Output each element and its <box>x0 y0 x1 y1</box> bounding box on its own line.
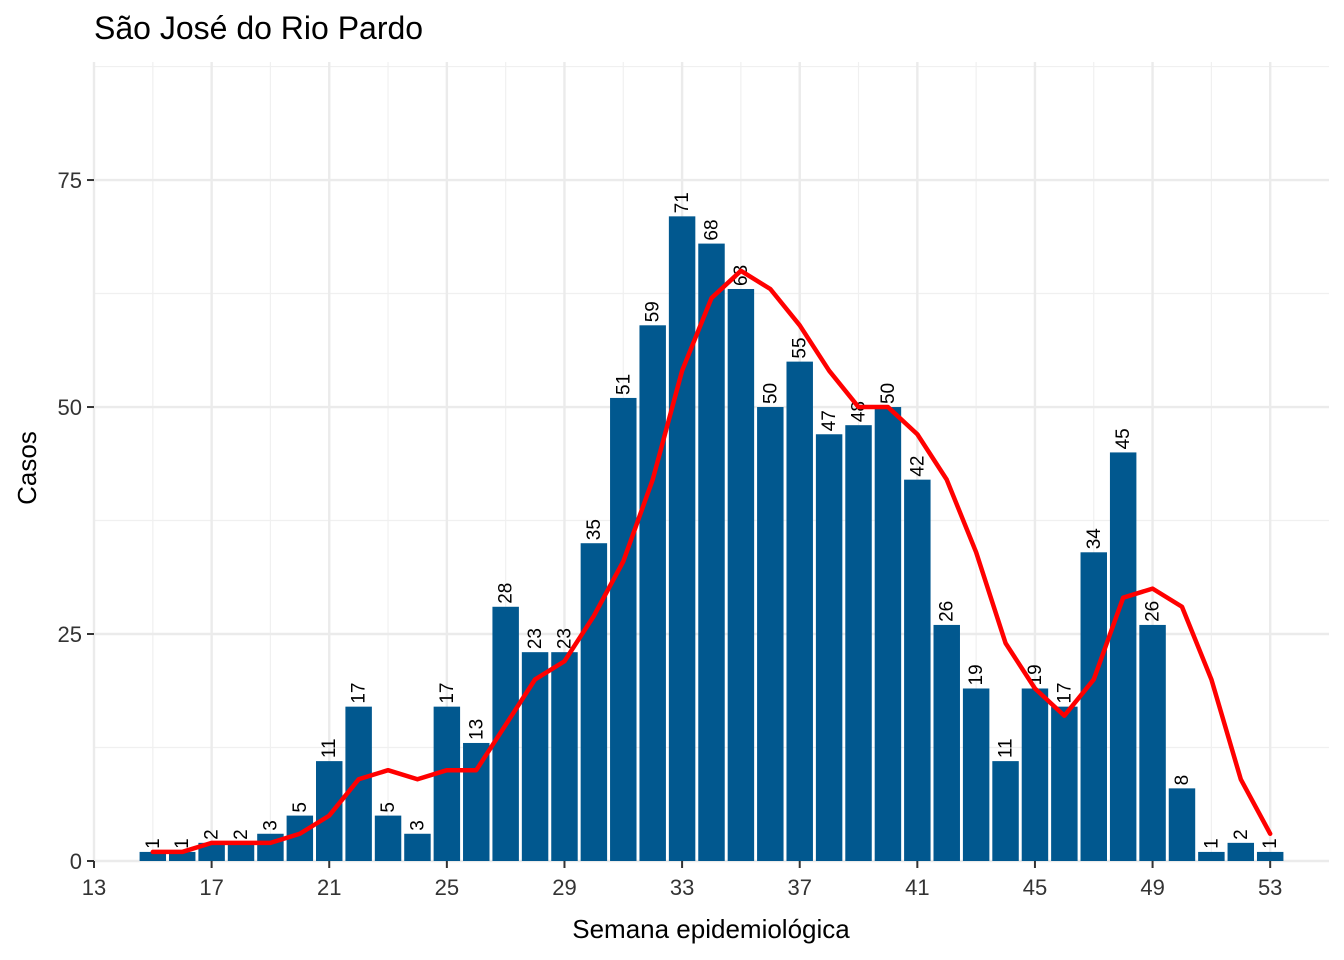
bar-value-label: 51 <box>613 374 634 395</box>
bar-value-label: 26 <box>937 601 958 622</box>
bar <box>962 688 990 861</box>
bar-value-label: 50 <box>760 383 781 404</box>
bar-value-label: 1 <box>1201 838 1222 849</box>
bar <box>845 425 872 861</box>
bar <box>698 243 725 861</box>
bar <box>786 361 813 861</box>
chart-title: São José do Rio Pardo <box>94 10 424 46</box>
trend-line <box>150 268 1273 855</box>
y-axis-title: Casos <box>12 431 42 505</box>
bar-value-label: 2 <box>1231 829 1252 840</box>
bar-value-label: 2 <box>202 829 223 840</box>
bar <box>198 842 225 861</box>
trend-line-group <box>150 268 1273 855</box>
bar <box>639 325 666 861</box>
bar-value-label: 11 <box>996 738 1017 758</box>
bar <box>757 407 784 861</box>
bar-value-label: 3 <box>260 820 281 831</box>
bar-value-label: 1 <box>172 838 193 849</box>
bar <box>1198 851 1225 861</box>
bar <box>933 624 960 861</box>
bar-value-label: 5 <box>290 802 311 813</box>
bar-value-label: 11 <box>319 738 340 758</box>
bar-value-label: 42 <box>907 456 928 477</box>
bar-value-label: 23 <box>525 628 546 649</box>
bar <box>992 761 1019 861</box>
bar-value-label: 34 <box>1084 528 1105 550</box>
bar-value-label: 26 <box>1143 601 1164 622</box>
bar <box>433 706 461 861</box>
bar-value-label: 17 <box>1054 683 1075 704</box>
bar-value-label: 3 <box>407 820 428 831</box>
bar <box>374 815 402 861</box>
bar-value-label: 47 <box>819 410 840 431</box>
bar-value-label: 1 <box>143 838 164 849</box>
x-tick-label: 41 <box>905 875 929 900</box>
x-tick-label: 21 <box>317 875 341 900</box>
bar-value-label: 5 <box>378 802 399 813</box>
y-tick-label: 75 <box>58 168 82 193</box>
bar <box>1256 851 1284 861</box>
y-tick-label: 0 <box>70 849 82 874</box>
bar-value-label: 17 <box>349 683 370 704</box>
bar <box>1168 788 1196 861</box>
x-tick-label: 45 <box>1023 875 1047 900</box>
bar-value-label: 50 <box>878 383 899 404</box>
bar-value-label: 28 <box>496 583 517 604</box>
bar <box>1051 706 1078 861</box>
bar <box>610 397 637 861</box>
bar-value-label: 68 <box>702 219 723 240</box>
bar <box>551 652 578 861</box>
x-axis-title: Semana epidemiológica <box>572 914 850 944</box>
bar-value-label: 1 <box>1260 838 1281 849</box>
bar <box>727 288 755 861</box>
bar <box>1021 688 1049 861</box>
bar <box>904 479 931 861</box>
bar <box>668 216 696 861</box>
x-tick-label: 25 <box>435 875 459 900</box>
x-tick-label: 49 <box>1140 875 1164 900</box>
bar-value-label: 13 <box>466 719 487 740</box>
x-tick-label: 37 <box>787 875 811 900</box>
bar <box>874 407 902 861</box>
x-tick-label: 33 <box>670 875 694 900</box>
bar-value-label: 23 <box>554 628 575 649</box>
bar <box>492 606 519 861</box>
bar-value-label: 63 <box>731 265 752 286</box>
bar-value-label: 59 <box>643 301 664 322</box>
bar-value-label: 19 <box>966 664 987 685</box>
y-tick-label: 50 <box>58 395 82 420</box>
bar <box>1109 452 1137 861</box>
bar <box>521 652 549 861</box>
bar <box>168 851 196 861</box>
bar-value-label: 35 <box>584 519 605 540</box>
bar <box>815 434 843 861</box>
y-tick-label: 25 <box>58 622 82 647</box>
bar <box>1227 842 1255 861</box>
bar <box>227 842 255 861</box>
bar-value-label: 45 <box>1113 428 1134 449</box>
bar <box>139 851 167 861</box>
bar <box>1080 552 1107 861</box>
bar <box>316 761 343 861</box>
bar-value-label: 71 <box>672 192 693 213</box>
x-tick-label: 29 <box>552 875 576 900</box>
bar <box>580 543 608 861</box>
x-tick-label: 13 <box>82 875 106 900</box>
x-tick-label: 53 <box>1258 875 1282 900</box>
bar <box>404 833 431 861</box>
bar-value-label: 8 <box>1172 775 1193 786</box>
x-tick-label: 17 <box>199 875 223 900</box>
bar <box>345 706 372 861</box>
bars <box>139 216 1284 861</box>
bar-value-label: 17 <box>437 683 458 704</box>
bar-value-label: 55 <box>790 337 811 358</box>
bar <box>463 742 490 861</box>
bar <box>1139 624 1166 861</box>
bar-value-label: 2 <box>231 829 252 840</box>
